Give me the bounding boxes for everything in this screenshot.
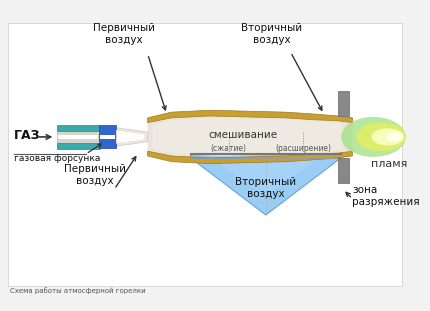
Text: ГАЗ: ГАЗ — [14, 129, 41, 142]
Polygon shape — [152, 118, 343, 156]
Polygon shape — [338, 158, 349, 183]
Polygon shape — [209, 156, 322, 196]
Polygon shape — [116, 138, 147, 142]
Polygon shape — [100, 135, 115, 139]
Polygon shape — [147, 116, 353, 158]
Polygon shape — [116, 136, 147, 138]
Text: зона
разряжения: зона разряжения — [353, 185, 420, 207]
Polygon shape — [190, 154, 341, 215]
Text: пламя: пламя — [371, 159, 407, 169]
Text: газовая форсунка: газовая форсунка — [14, 154, 101, 163]
Text: Вторичный
воздух: Вторичный воздух — [241, 23, 302, 45]
Polygon shape — [147, 110, 353, 123]
Polygon shape — [58, 135, 98, 139]
Text: Вторичный
воздух: Вторичный воздух — [235, 177, 296, 199]
Polygon shape — [57, 143, 100, 149]
Ellipse shape — [341, 117, 406, 157]
Text: (расширение): (расширение) — [275, 144, 331, 153]
Ellipse shape — [372, 128, 404, 146]
Ellipse shape — [356, 123, 406, 151]
Polygon shape — [114, 128, 147, 146]
Polygon shape — [8, 23, 402, 286]
Polygon shape — [116, 130, 145, 144]
Text: Первичный
воздух: Первичный воздух — [93, 23, 155, 45]
Polygon shape — [338, 91, 349, 116]
Text: смешивание: смешивание — [209, 130, 277, 140]
Ellipse shape — [386, 132, 403, 142]
Polygon shape — [57, 128, 99, 146]
Text: Схема работы атмосферной горелки: Схема работы атмосферной горелки — [9, 287, 145, 294]
Text: (сжатие): (сжатие) — [211, 144, 247, 153]
Polygon shape — [147, 151, 353, 164]
Polygon shape — [116, 132, 147, 136]
Polygon shape — [99, 126, 116, 148]
Polygon shape — [57, 124, 100, 131]
Text: Первичный
воздух: Первичный воздух — [64, 164, 126, 186]
